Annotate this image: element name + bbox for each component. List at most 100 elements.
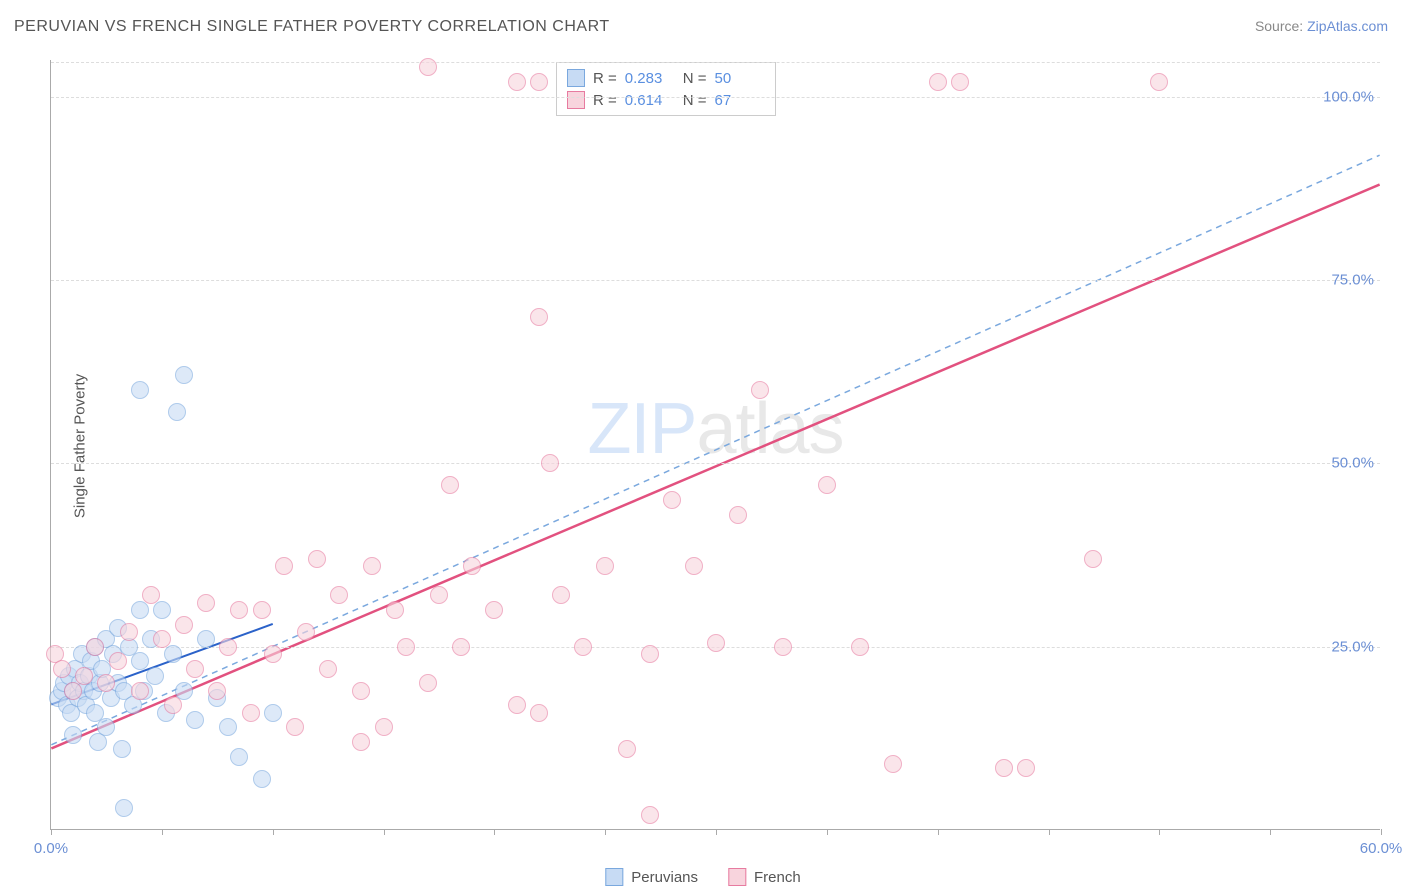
data-point <box>541 454 559 472</box>
legend-label: French <box>754 869 801 886</box>
data-point <box>120 623 138 641</box>
data-point <box>774 638 792 656</box>
trendline <box>51 155 1379 745</box>
data-point <box>131 652 149 670</box>
data-point <box>751 381 769 399</box>
stats-row: R = 0.283 N = 50 <box>567 67 765 89</box>
gridline <box>51 463 1380 464</box>
data-point <box>1150 73 1168 91</box>
legend-label: Peruvians <box>631 869 698 886</box>
plot-area: ZIPatlas R =0.283N =50R =0.614N =67 25.0… <box>50 60 1380 830</box>
data-point <box>352 733 370 751</box>
gridline <box>51 97 1380 98</box>
data-point <box>197 594 215 612</box>
watermark-atlas: atlas <box>696 389 843 469</box>
data-point <box>995 759 1013 777</box>
data-point <box>168 403 186 421</box>
watermark: ZIPatlas <box>587 388 843 470</box>
data-point <box>884 755 902 773</box>
data-point <box>186 660 204 678</box>
data-point <box>375 718 393 736</box>
legend: Peruvians French <box>605 868 800 886</box>
gridline <box>51 280 1380 281</box>
x-tick <box>1381 829 1382 835</box>
r-value: 0.614 <box>625 92 675 109</box>
trendline <box>51 185 1379 749</box>
data-point <box>441 476 459 494</box>
data-point <box>153 630 171 648</box>
data-point <box>1084 550 1102 568</box>
data-point <box>186 711 204 729</box>
data-point <box>97 718 115 736</box>
swatch-icon <box>605 868 623 886</box>
data-point <box>707 634 725 652</box>
data-point <box>64 726 82 744</box>
data-point <box>729 506 747 524</box>
x-tick-label: 60.0% <box>1360 840 1403 857</box>
x-tick <box>827 829 828 835</box>
data-point <box>142 586 160 604</box>
data-point <box>197 630 215 648</box>
data-point <box>275 557 293 575</box>
data-point <box>219 718 237 736</box>
y-tick-label: 75.0% <box>1331 272 1374 289</box>
data-point <box>75 667 93 685</box>
data-point <box>164 696 182 714</box>
data-point <box>352 682 370 700</box>
data-point <box>530 73 548 91</box>
data-point <box>397 638 415 656</box>
data-point <box>97 674 115 692</box>
data-point <box>463 557 481 575</box>
data-point <box>286 718 304 736</box>
swatch-icon <box>728 868 746 886</box>
data-point <box>596 557 614 575</box>
chart-title: PERUVIAN VS FRENCH SINGLE FATHER POVERTY… <box>14 18 610 36</box>
data-point <box>641 645 659 663</box>
data-point <box>230 601 248 619</box>
data-point <box>641 806 659 824</box>
gridline <box>51 62 1380 63</box>
x-tick <box>1270 829 1271 835</box>
data-point <box>552 586 570 604</box>
data-point <box>53 660 71 678</box>
data-point <box>253 601 271 619</box>
data-point <box>64 682 82 700</box>
swatch-icon <box>567 69 585 87</box>
r-label: R = <box>593 92 617 109</box>
y-tick-label: 25.0% <box>1331 638 1374 655</box>
data-point <box>264 645 282 663</box>
data-point <box>419 674 437 692</box>
data-point <box>146 667 164 685</box>
data-point <box>663 491 681 509</box>
data-point <box>330 586 348 604</box>
data-point <box>208 682 226 700</box>
data-point <box>164 645 182 663</box>
y-tick-label: 50.0% <box>1331 455 1374 472</box>
n-value: 50 <box>715 70 765 87</box>
data-point <box>419 58 437 76</box>
data-point <box>253 770 271 788</box>
x-tick <box>938 829 939 835</box>
x-tick <box>716 829 717 835</box>
x-tick-label: 0.0% <box>34 840 68 857</box>
stats-row: R =0.614N =67 <box>567 89 765 111</box>
x-tick <box>1159 829 1160 835</box>
r-label: R = <box>593 70 617 87</box>
data-point <box>530 308 548 326</box>
data-point <box>230 748 248 766</box>
n-label: N = <box>683 70 707 87</box>
data-point <box>508 73 526 91</box>
data-point <box>618 740 636 758</box>
y-tick-label: 100.0% <box>1323 88 1374 105</box>
data-point <box>175 616 193 634</box>
data-point <box>485 601 503 619</box>
data-point <box>1017 759 1035 777</box>
data-point <box>430 586 448 604</box>
data-point <box>951 73 969 91</box>
r-value: 0.283 <box>625 70 675 87</box>
data-point <box>386 601 404 619</box>
data-point <box>175 366 193 384</box>
n-value: 67 <box>715 92 765 109</box>
data-point <box>319 660 337 678</box>
source-label: Source: ZipAtlas.com <box>1255 18 1388 34</box>
